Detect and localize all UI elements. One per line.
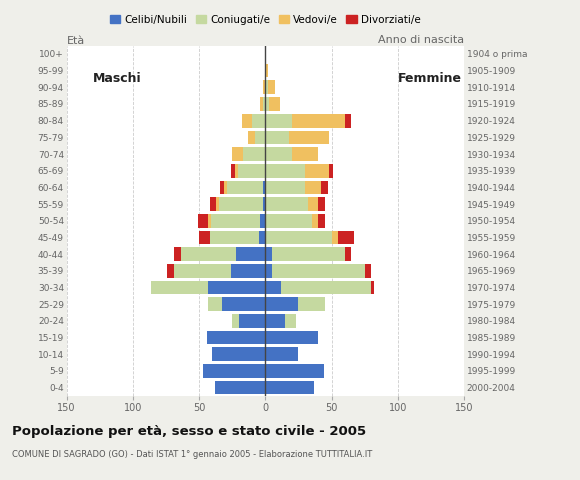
Bar [266, 281, 281, 294]
Bar [308, 197, 318, 211]
Bar [207, 331, 266, 345]
Legend: Celibi/Nubili, Coniugati/e, Vedovi/e, Divorziati/e: Celibi/Nubili, Coniugati/e, Vedovi/e, Di… [106, 11, 425, 29]
Bar [281, 281, 371, 294]
Bar [345, 247, 351, 261]
Text: COMUNE DI SAGRADO (GO) - Dati ISTAT 1° gennaio 2005 - Elaborazione TUTTITALIA.IT: COMUNE DI SAGRADO (GO) - Dati ISTAT 1° g… [12, 450, 372, 459]
Bar [266, 180, 305, 194]
Bar [219, 197, 263, 211]
Bar [241, 114, 252, 128]
Bar [263, 97, 266, 111]
Bar [239, 314, 266, 328]
Bar [198, 214, 208, 228]
Bar [289, 131, 329, 144]
Bar [266, 264, 272, 278]
Text: Femmine: Femmine [398, 72, 462, 85]
Bar [272, 247, 345, 261]
Bar [220, 180, 224, 194]
Bar [259, 231, 266, 244]
Bar [243, 147, 266, 161]
Bar [203, 364, 266, 378]
Bar [227, 180, 263, 194]
Bar [260, 214, 266, 228]
Bar [371, 281, 374, 294]
Bar [266, 81, 268, 94]
Bar [208, 214, 211, 228]
Bar [224, 180, 227, 194]
Bar [255, 131, 266, 144]
Bar [215, 381, 266, 395]
Bar [180, 247, 236, 261]
Bar [263, 81, 266, 94]
Bar [318, 197, 325, 211]
Bar [238, 164, 266, 178]
Bar [252, 114, 266, 128]
Bar [272, 264, 365, 278]
Bar [168, 264, 174, 278]
Bar [338, 231, 354, 244]
Bar [266, 114, 292, 128]
Bar [263, 197, 266, 211]
Bar [266, 97, 269, 111]
Bar [266, 64, 268, 77]
Bar [151, 281, 208, 294]
Bar [212, 348, 266, 361]
Bar [299, 298, 325, 311]
Bar [263, 180, 266, 194]
Bar [269, 97, 280, 111]
Bar [210, 197, 216, 211]
Bar [174, 247, 180, 261]
Bar [232, 147, 243, 161]
Bar [311, 214, 318, 228]
Bar [236, 247, 266, 261]
Bar [321, 180, 328, 194]
Text: Anno di nascita: Anno di nascita [378, 35, 464, 45]
Bar [329, 164, 333, 178]
Bar [208, 281, 266, 294]
Text: Popolazione per età, sesso e stato civile - 2005: Popolazione per età, sesso e stato civil… [12, 425, 366, 438]
Bar [266, 214, 311, 228]
Bar [266, 348, 299, 361]
Bar [266, 381, 314, 395]
Bar [266, 298, 299, 311]
Bar [216, 197, 219, 211]
Bar [199, 231, 210, 244]
Text: Età: Età [67, 36, 85, 46]
Bar [292, 147, 318, 161]
Bar [266, 147, 292, 161]
Bar [332, 231, 338, 244]
Bar [266, 231, 332, 244]
Bar [266, 247, 272, 261]
Bar [266, 331, 318, 345]
Bar [174, 264, 231, 278]
Bar [268, 81, 274, 94]
Bar [211, 214, 260, 228]
Bar [266, 197, 308, 211]
Bar [266, 131, 289, 144]
Bar [208, 298, 222, 311]
Bar [231, 164, 235, 178]
Bar [248, 131, 255, 144]
Bar [266, 164, 305, 178]
Bar [222, 298, 266, 311]
Bar [266, 364, 324, 378]
Bar [305, 164, 329, 178]
Bar [235, 164, 238, 178]
Bar [305, 180, 321, 194]
Bar [231, 264, 266, 278]
Bar [210, 231, 259, 244]
Bar [232, 314, 239, 328]
Bar [292, 114, 345, 128]
Text: Maschi: Maschi [93, 72, 142, 85]
Bar [260, 97, 263, 111]
Bar [345, 114, 351, 128]
Bar [285, 314, 296, 328]
Bar [365, 264, 371, 278]
Bar [318, 214, 325, 228]
Bar [266, 314, 285, 328]
